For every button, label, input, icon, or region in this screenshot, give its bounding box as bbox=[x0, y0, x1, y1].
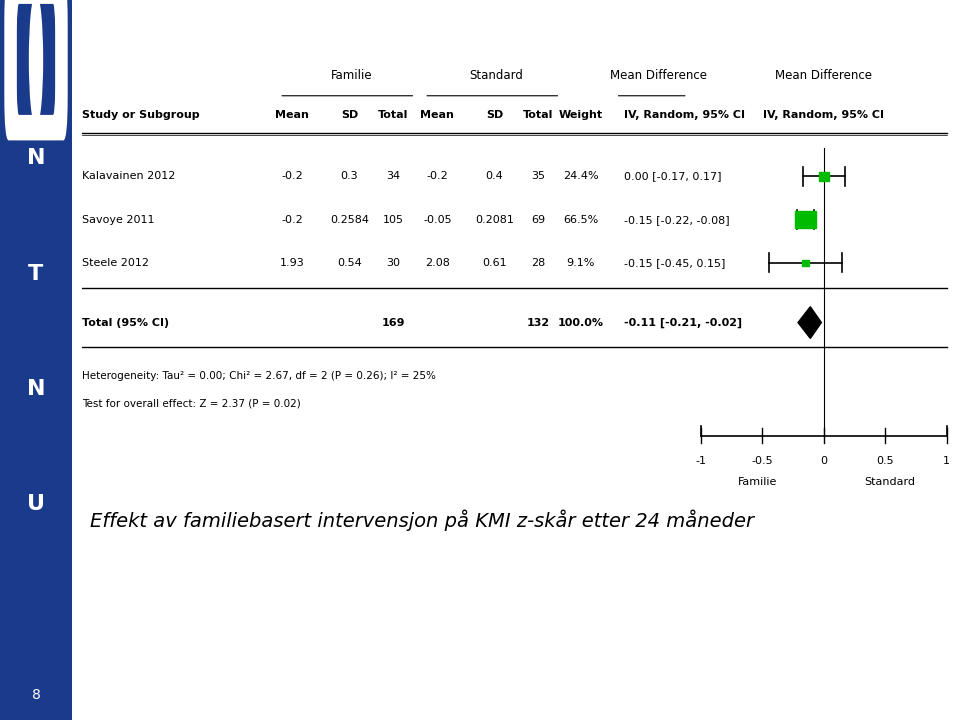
Bar bbox=[802, 260, 809, 266]
Text: 105: 105 bbox=[383, 215, 404, 225]
Text: -0.15 [-0.22, -0.08]: -0.15 [-0.22, -0.08] bbox=[624, 215, 730, 225]
Text: T: T bbox=[29, 264, 43, 284]
Text: Kalavainen 2012: Kalavainen 2012 bbox=[82, 171, 175, 181]
Text: Standard: Standard bbox=[864, 477, 915, 487]
FancyBboxPatch shape bbox=[5, 0, 67, 140]
Text: -0.2: -0.2 bbox=[426, 171, 448, 181]
Text: U: U bbox=[27, 494, 45, 514]
Text: Total: Total bbox=[378, 110, 409, 120]
Text: -0.11 [-0.21, -0.02]: -0.11 [-0.21, -0.02] bbox=[624, 318, 743, 328]
Circle shape bbox=[30, 0, 42, 125]
Text: 0.2584: 0.2584 bbox=[330, 215, 369, 225]
Text: N: N bbox=[27, 148, 45, 168]
Text: Mean Difference: Mean Difference bbox=[610, 69, 707, 82]
Text: 0.00 [-0.17, 0.17]: 0.00 [-0.17, 0.17] bbox=[624, 171, 722, 181]
Text: Effekt av familiebasert intervensjon på KMI z-skår etter 24 måneder: Effekt av familiebasert intervensjon på … bbox=[90, 509, 755, 531]
Text: Familie: Familie bbox=[331, 69, 372, 82]
Text: 100.0%: 100.0% bbox=[558, 318, 604, 328]
Text: N: N bbox=[27, 379, 45, 399]
Text: IV, Random, 95% CI: IV, Random, 95% CI bbox=[763, 110, 884, 120]
Text: 2.08: 2.08 bbox=[425, 258, 450, 268]
Text: IV, Random, 95% CI: IV, Random, 95% CI bbox=[624, 110, 746, 120]
Text: 1: 1 bbox=[944, 456, 950, 466]
Bar bbox=[819, 172, 829, 181]
Text: Standard: Standard bbox=[469, 69, 523, 82]
Text: Heterogeneity: Tau² = 0.00; Chi² = 2.67, df = 2 (P = 0.26); I² = 25%: Heterogeneity: Tau² = 0.00; Chi² = 2.67,… bbox=[82, 371, 436, 381]
Text: Steele 2012: Steele 2012 bbox=[82, 258, 149, 268]
Text: 66.5%: 66.5% bbox=[563, 215, 598, 225]
Text: -0.15 [-0.45, 0.15]: -0.15 [-0.45, 0.15] bbox=[624, 258, 726, 268]
Text: 1.93: 1.93 bbox=[280, 258, 304, 268]
Text: 8: 8 bbox=[32, 688, 40, 702]
Text: Total (95% CI): Total (95% CI) bbox=[82, 318, 169, 328]
Text: 34: 34 bbox=[386, 171, 400, 181]
Text: 0.5: 0.5 bbox=[876, 456, 894, 466]
Text: SD: SD bbox=[486, 110, 503, 120]
Text: 0.54: 0.54 bbox=[337, 258, 362, 268]
Text: -0.2: -0.2 bbox=[281, 171, 303, 181]
Text: Mean Difference: Mean Difference bbox=[776, 69, 873, 82]
Text: Weight: Weight bbox=[559, 110, 603, 120]
Text: Familie: Familie bbox=[738, 477, 778, 487]
Text: 132: 132 bbox=[527, 318, 550, 328]
Text: 24.4%: 24.4% bbox=[563, 171, 598, 181]
Text: -1: -1 bbox=[695, 456, 707, 466]
Text: 9.1%: 9.1% bbox=[566, 258, 594, 268]
Text: 0.3: 0.3 bbox=[341, 171, 358, 181]
Text: Study or Subgroup: Study or Subgroup bbox=[82, 110, 200, 120]
Text: SD: SD bbox=[341, 110, 358, 120]
Text: Mean: Mean bbox=[276, 110, 309, 120]
Text: 30: 30 bbox=[387, 258, 400, 268]
Text: Total: Total bbox=[523, 110, 554, 120]
Text: 0: 0 bbox=[821, 456, 828, 466]
Text: 28: 28 bbox=[531, 258, 545, 268]
Bar bbox=[795, 211, 816, 228]
Text: -0.2: -0.2 bbox=[281, 215, 303, 225]
Text: 169: 169 bbox=[382, 318, 405, 328]
Text: 0.4: 0.4 bbox=[486, 171, 503, 181]
Text: 69: 69 bbox=[531, 215, 545, 225]
Polygon shape bbox=[798, 307, 822, 338]
Text: 0.61: 0.61 bbox=[482, 258, 507, 268]
Text: 0.2081: 0.2081 bbox=[475, 215, 514, 225]
Text: Test for overall effect: Z = 2.37 (P = 0.02): Test for overall effect: Z = 2.37 (P = 0… bbox=[82, 398, 300, 408]
Text: Mean: Mean bbox=[420, 110, 454, 120]
Text: Savoye 2011: Savoye 2011 bbox=[82, 215, 155, 225]
FancyBboxPatch shape bbox=[15, 2, 57, 117]
Text: 35: 35 bbox=[532, 171, 545, 181]
Text: -0.05: -0.05 bbox=[423, 215, 451, 225]
Text: -0.5: -0.5 bbox=[752, 456, 773, 466]
